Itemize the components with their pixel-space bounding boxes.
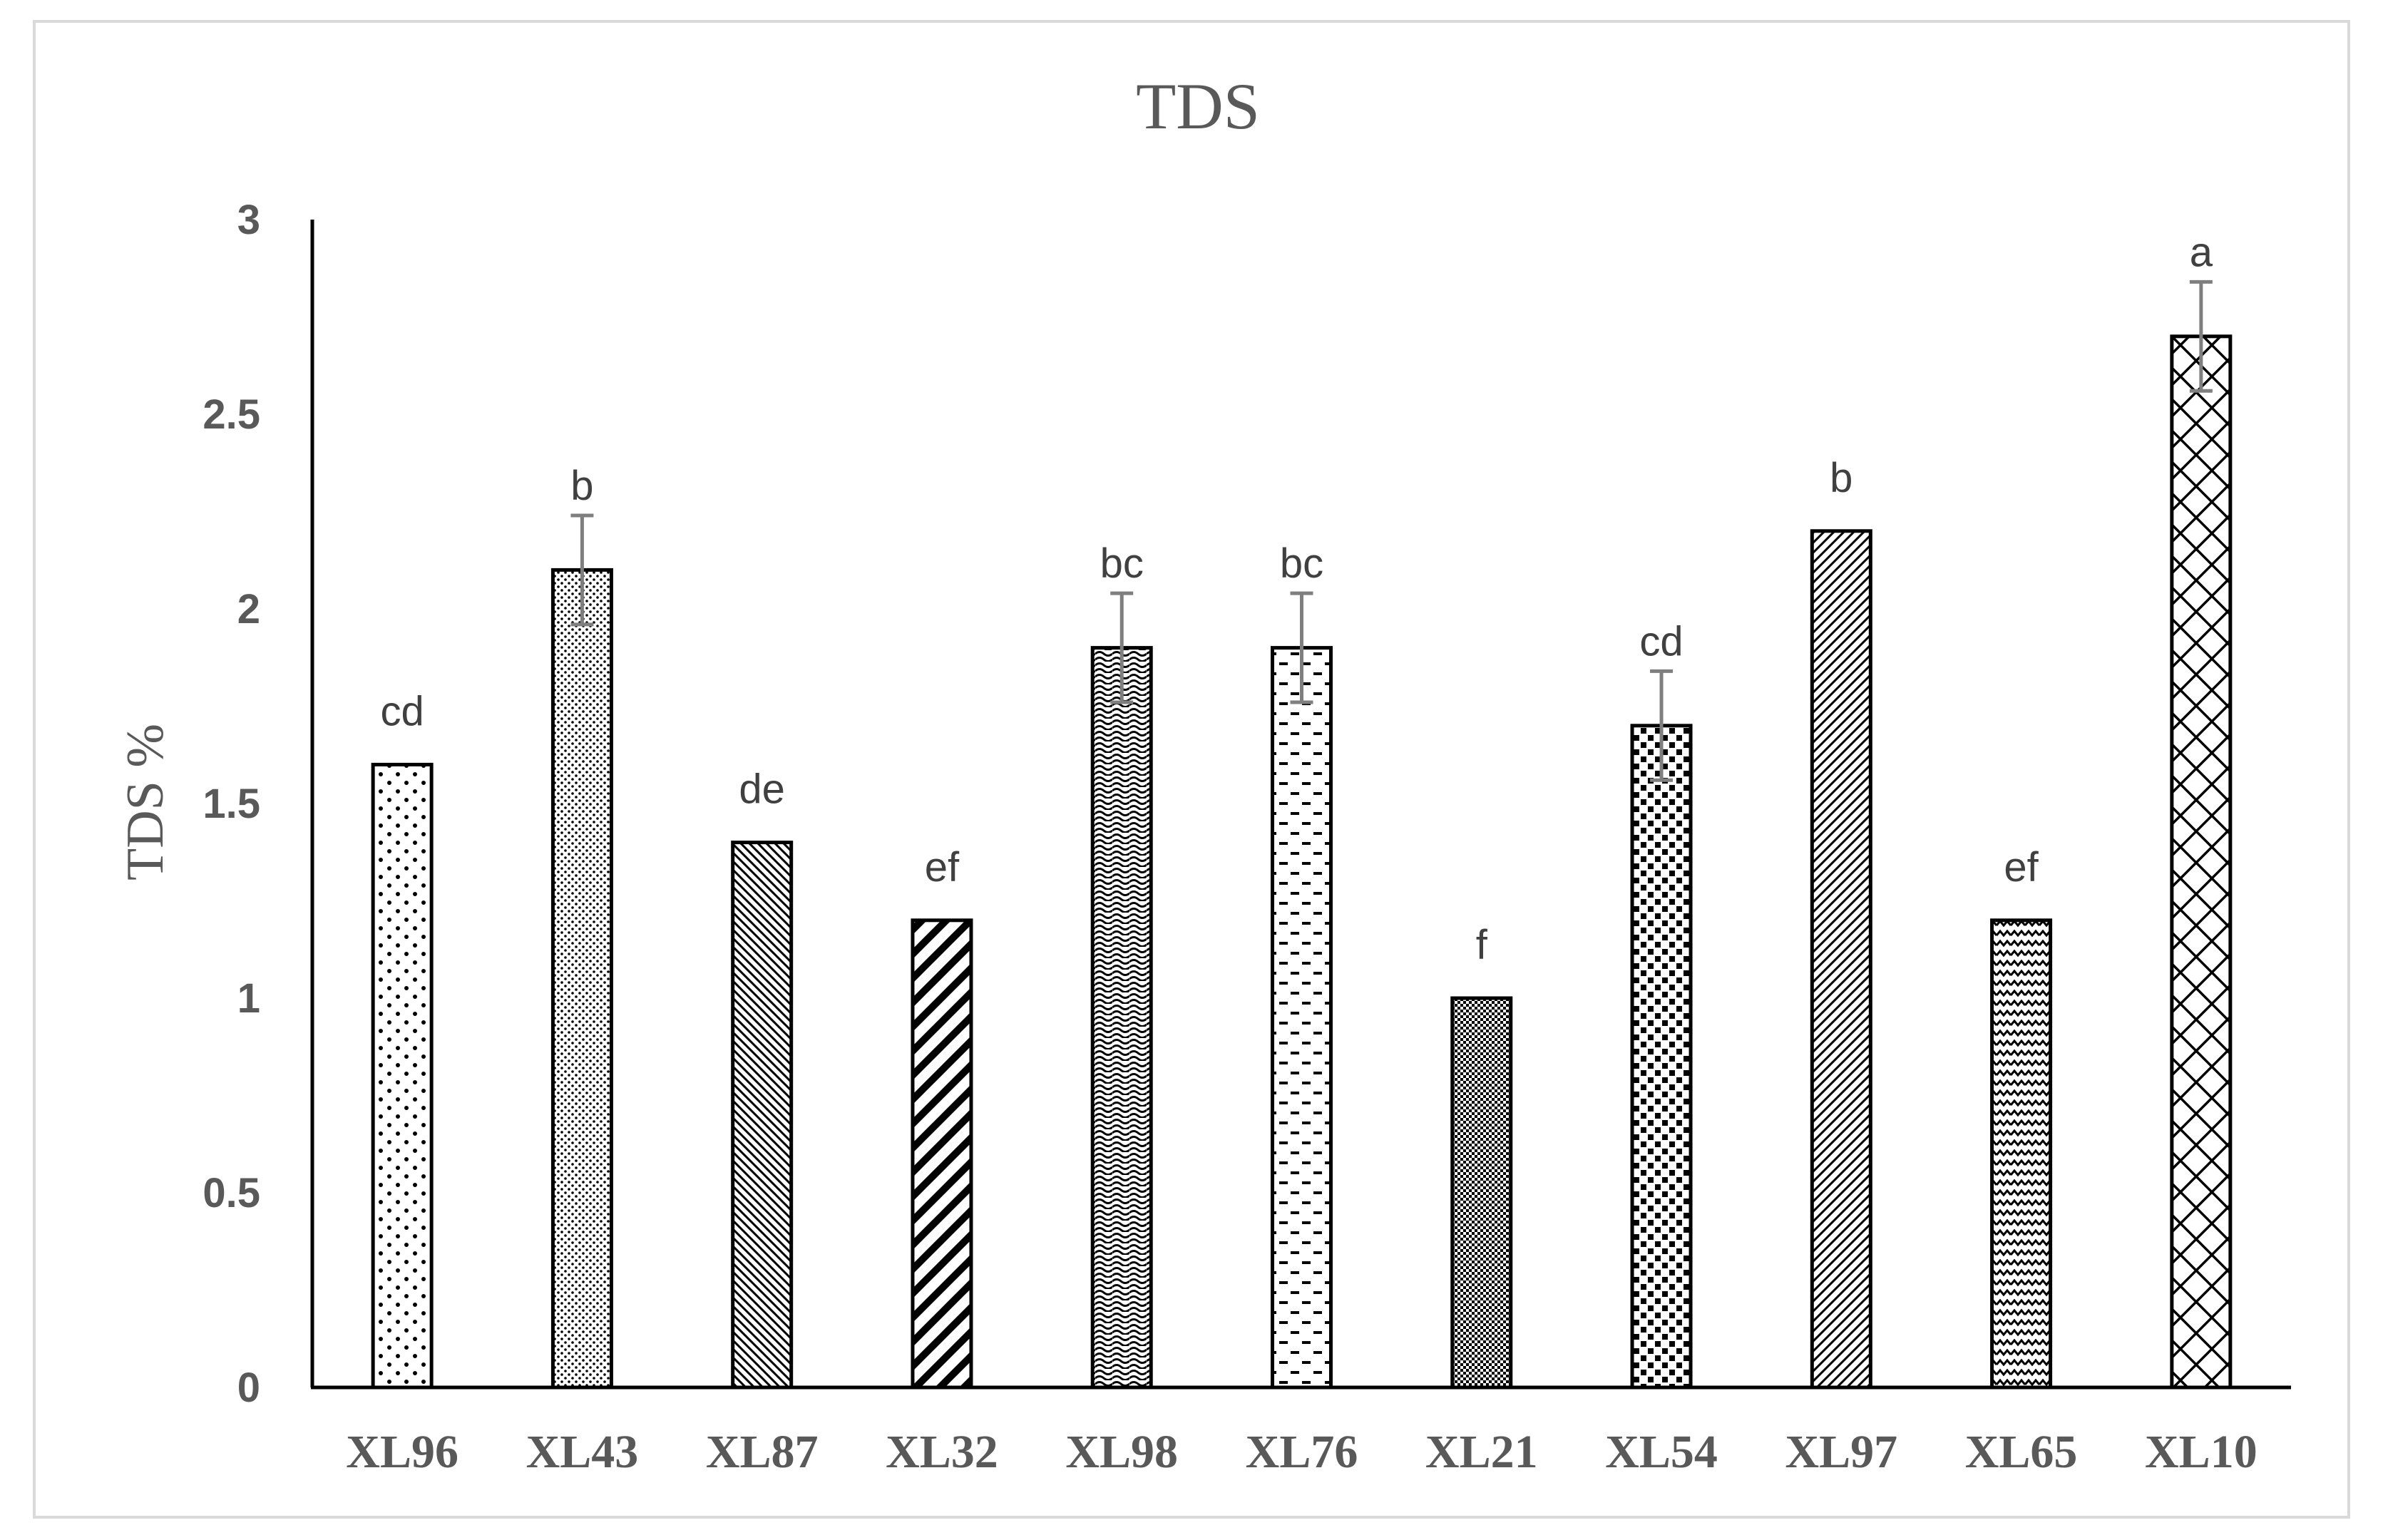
significance-letter: bc: [1100, 540, 1144, 587]
bars: [371, 334, 2233, 1390]
x-tick-label: XL32: [886, 1426, 998, 1478]
x-tick-label: XL98: [1065, 1426, 1178, 1478]
bar-xl32: [911, 918, 973, 1390]
y-tick-label: 0.5: [203, 1170, 260, 1216]
x-tick-label: XL87: [706, 1426, 819, 1478]
y-tick-label: 0: [237, 1365, 260, 1411]
chart-title: TDS: [1136, 70, 1260, 143]
significance-letter: bc: [1280, 540, 1323, 587]
significance-letter: de: [739, 766, 785, 813]
y-tick-label: 2: [237, 586, 260, 632]
significance-letter: ef: [925, 844, 960, 890]
bar-xl65: [1990, 918, 2053, 1390]
bar-xl76: [1271, 646, 1333, 1390]
y-axis-label: TDS %: [116, 724, 175, 881]
x-tick-label: XL65: [1965, 1426, 2078, 1478]
x-tick-label: XL21: [1425, 1426, 1538, 1478]
bar-xl97: [1810, 529, 1872, 1390]
significance-letter: f: [1476, 922, 1488, 968]
significance-letter: ef: [2004, 844, 2039, 890]
error-bar-xl10: [2189, 279, 2213, 393]
bar-xl10: [2170, 334, 2233, 1390]
error-bars: [570, 279, 2213, 782]
x-tick-label: XL97: [1785, 1426, 1897, 1478]
bar-xl43: [550, 568, 613, 1390]
significance-letter: cd: [381, 688, 424, 734]
x-tick-label: XL43: [526, 1426, 639, 1478]
error-bar-xl98: [1110, 591, 1134, 704]
error-bar-xl76: [1290, 591, 1313, 704]
x-tick-labels: XL96 XL43 XL87 XL32 XL98 XL76 XL21 XL54 XL97 XL65…: [346, 1426, 2257, 1478]
y-tick-labels: 0 0.5 1 1.5 2 2.5 3: [203, 197, 260, 1411]
x-tick-label: XL10: [2145, 1426, 2258, 1478]
bar-xl98: [1090, 646, 1153, 1390]
significance-letters: cd b de ef bc bc f cd b ef a: [381, 229, 2213, 968]
significance-letter: a: [2190, 229, 2213, 275]
significance-letter: cd: [1639, 618, 1683, 664]
x-tick-label: XL96: [346, 1426, 458, 1478]
y-tick-label: 3: [237, 197, 260, 243]
bar-xl87: [731, 841, 794, 1390]
x-tick-label: XL54: [1605, 1426, 1718, 1478]
bar-xl21: [1450, 996, 1513, 1390]
significance-letter: b: [570, 463, 593, 509]
bar-xl54: [1630, 724, 1693, 1390]
y-tick-label: 1.5: [203, 781, 260, 827]
y-tick-label: 2.5: [203, 391, 260, 438]
bar-xl96: [371, 762, 434, 1390]
y-tick-label: 1: [237, 975, 260, 1022]
significance-letter: b: [1830, 455, 1852, 501]
x-tick-label: XL76: [1246, 1426, 1358, 1478]
error-bar-xl43: [570, 513, 594, 627]
error-bar-xl54: [1650, 669, 1674, 782]
